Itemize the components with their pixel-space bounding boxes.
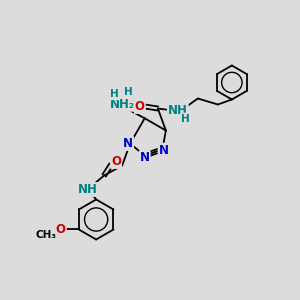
Text: N: N — [140, 151, 150, 164]
Text: CH₃: CH₃ — [35, 230, 56, 241]
Text: O: O — [135, 100, 145, 113]
Text: H: H — [124, 87, 133, 97]
Text: NH: NH — [78, 183, 98, 196]
Text: NH₂: NH₂ — [110, 98, 135, 111]
Text: N: N — [123, 137, 133, 150]
Text: NH: NH — [168, 104, 188, 117]
Text: O: O — [111, 155, 121, 168]
Text: N: N — [159, 144, 169, 157]
Text: H: H — [110, 89, 119, 99]
Text: O: O — [56, 223, 66, 236]
Text: H: H — [182, 113, 190, 124]
